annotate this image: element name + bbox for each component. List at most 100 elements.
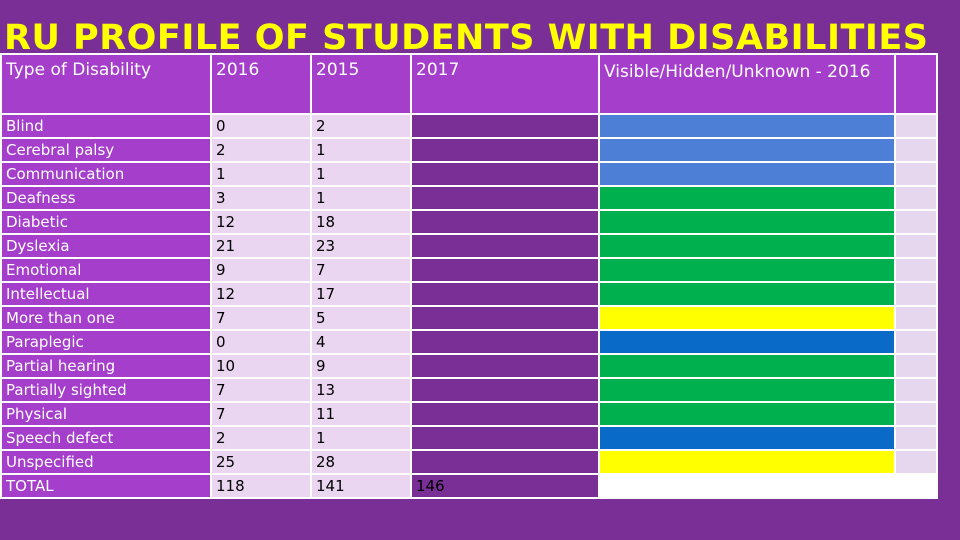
cell-type-of-disability: Blind — [0, 113, 212, 139]
cell-2016: 7 — [210, 401, 312, 427]
cell-type-of-disability: More than one — [0, 305, 212, 331]
cell-2017 — [410, 185, 600, 211]
cell-2016: 2 — [210, 425, 312, 451]
cell-2017 — [410, 209, 600, 235]
cell-visibility-2016 — [598, 449, 896, 475]
cell-extra — [894, 329, 938, 355]
cell-2015: 1 — [310, 425, 412, 451]
cell-2017 — [410, 329, 600, 355]
cell-visibility-2016 — [598, 353, 896, 379]
cell-total-extra — [894, 473, 938, 499]
cell-2015: 1 — [310, 185, 412, 211]
header-extra — [894, 53, 938, 115]
table-row: Partially sighted 7 13 — [0, 377, 938, 403]
cell-type-of-disability: Partial hearing — [0, 353, 212, 379]
header-type-of-disability: Type of Disability — [0, 53, 212, 115]
cell-visibility-2016 — [598, 137, 896, 163]
cell-total-label: TOTAL — [0, 473, 212, 499]
header-2017: 2017 — [410, 53, 600, 115]
cell-visibility-2016 — [598, 257, 896, 283]
cell-2015: 13 — [310, 377, 412, 403]
cell-extra — [894, 425, 938, 451]
cell-2016: 0 — [210, 113, 312, 139]
cell-2015: 17 — [310, 281, 412, 307]
cell-visibility-2016 — [598, 113, 896, 139]
cell-extra — [894, 305, 938, 331]
cell-type-of-disability: Dyslexia — [0, 233, 212, 259]
cell-2016: 12 — [210, 209, 312, 235]
cell-type-of-disability: Emotional — [0, 257, 212, 283]
cell-visibility-2016 — [598, 377, 896, 403]
cell-2015: 28 — [310, 449, 412, 475]
table-row: Partial hearing 10 9 — [0, 353, 938, 379]
cell-2016: 7 — [210, 305, 312, 331]
cell-type-of-disability: Intellectual — [0, 281, 212, 307]
cell-2015: 1 — [310, 161, 412, 187]
cell-type-of-disability: Unspecified — [0, 449, 212, 475]
cell-2017 — [410, 233, 600, 259]
cell-2015: 18 — [310, 209, 412, 235]
cell-total-2016: 118 — [210, 473, 312, 499]
cell-2017 — [410, 137, 600, 163]
cell-type-of-disability: Paraplegic — [0, 329, 212, 355]
cell-extra — [894, 161, 938, 187]
cell-2015: 4 — [310, 329, 412, 355]
cell-2017 — [410, 113, 600, 139]
cell-2015: 7 — [310, 257, 412, 283]
cell-visibility-2016 — [598, 161, 896, 187]
cell-2016: 12 — [210, 281, 312, 307]
header-2015: 2015 — [310, 53, 412, 115]
cell-extra — [894, 353, 938, 379]
cell-2016: 25 — [210, 449, 312, 475]
cell-extra — [894, 377, 938, 403]
cell-type-of-disability: Diabetic — [0, 209, 212, 235]
cell-extra — [894, 281, 938, 307]
cell-type-of-disability: Speech defect — [0, 425, 212, 451]
cell-2015: 1 — [310, 137, 412, 163]
cell-2017 — [410, 401, 600, 427]
cell-visibility-2016 — [598, 209, 896, 235]
cell-extra — [894, 257, 938, 283]
cell-visibility-2016 — [598, 305, 896, 331]
cell-2016: 21 — [210, 233, 312, 259]
cell-2015: 5 — [310, 305, 412, 331]
table-row: Physical 7 11 — [0, 401, 938, 427]
table-row: Emotional 9 7 — [0, 257, 938, 283]
cell-2017 — [410, 425, 600, 451]
cell-extra — [894, 209, 938, 235]
table-row: More than one 7 5 — [0, 305, 938, 331]
cell-2017 — [410, 281, 600, 307]
cell-extra — [894, 233, 938, 259]
table-row: Deafness 3 1 — [0, 185, 938, 211]
cell-2015: 11 — [310, 401, 412, 427]
cell-2015: 9 — [310, 353, 412, 379]
cell-2017 — [410, 257, 600, 283]
cell-2016: 7 — [210, 377, 312, 403]
cell-2016: 9 — [210, 257, 312, 283]
cell-2015: 2 — [310, 113, 412, 139]
table-row: Paraplegic 0 4 — [0, 329, 938, 355]
cell-type-of-disability: Physical — [0, 401, 212, 427]
table-row: Speech defect 2 1 — [0, 425, 938, 451]
cell-2015: 23 — [310, 233, 412, 259]
cell-visibility-2016 — [598, 401, 896, 427]
cell-visibility-2016 — [598, 329, 896, 355]
cell-2016: 0 — [210, 329, 312, 355]
table-row-total: TOTAL 118 141 146 — [0, 473, 938, 499]
cell-type-of-disability: Cerebral palsy — [0, 137, 212, 163]
table-row: Cerebral palsy 2 1 — [0, 137, 938, 163]
table-body: Blind 0 2 Cerebral palsy 2 1 Communication 1 1 De… — [0, 113, 938, 499]
cell-extra — [894, 137, 938, 163]
header-visibility-2016: Visible/Hidden/Unknown - 2016 — [598, 53, 896, 115]
cell-type-of-disability: Communication — [0, 161, 212, 187]
cell-type-of-disability: Partially sighted — [0, 377, 212, 403]
slide-title: RU PROFILE OF STUDENTS WITH DISABILITIES — [4, 18, 929, 58]
cell-2016: 2 — [210, 137, 312, 163]
cell-2016: 10 — [210, 353, 312, 379]
cell-total-2015: 141 — [310, 473, 412, 499]
cell-total-2017: 146 — [410, 473, 600, 499]
cell-total-visibility — [598, 473, 896, 499]
table-row: Blind 0 2 — [0, 113, 938, 139]
cell-visibility-2016 — [598, 281, 896, 307]
disability-profile-table: Type of Disability 2016 2015 2017 Visibl… — [0, 53, 938, 499]
